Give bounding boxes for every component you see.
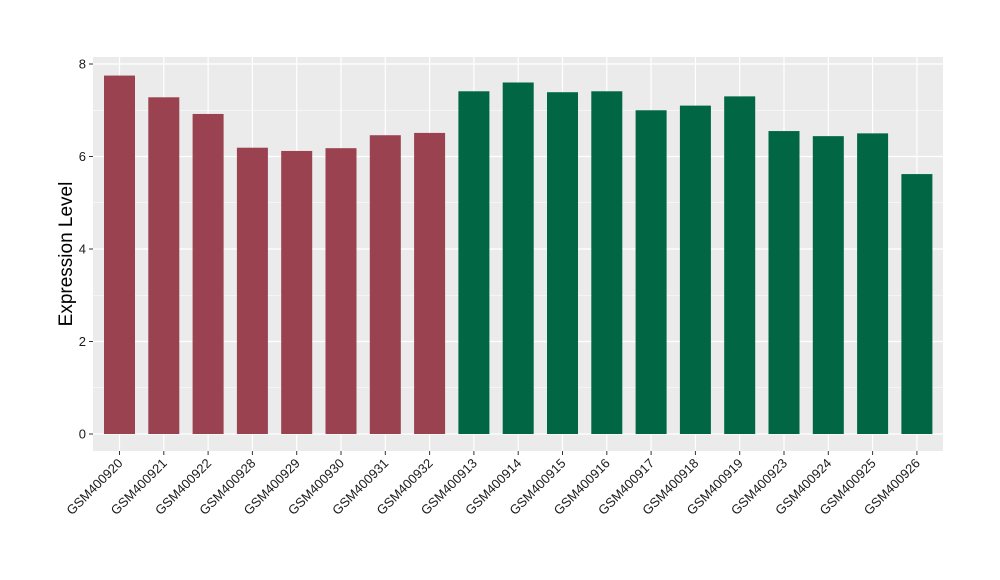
x-axis: GSM400920GSM400921GSM400922GSM400928GSM4… [63, 451, 923, 518]
y-tick-label: 8 [79, 57, 86, 72]
bar-GSM400928 [236, 147, 268, 434]
bar-GSM400919 [724, 96, 756, 434]
bar-GSM400921 [148, 97, 180, 435]
bar-GSM400925 [857, 133, 889, 434]
bar-GSM400915 [547, 92, 578, 435]
bar-GSM400922 [192, 113, 224, 434]
bar-GSM400913 [458, 91, 490, 434]
bar-GSM400930 [325, 148, 357, 435]
y-axis-title: Expression Level [56, 182, 77, 327]
bar-GSM400931 [369, 135, 401, 434]
y-tick-label: 6 [79, 149, 86, 164]
bar-GSM400920 [104, 75, 135, 434]
bar-GSM400914 [502, 82, 534, 434]
bars [104, 75, 933, 435]
bar-GSM400926 [901, 174, 933, 434]
y-tick-label: 4 [79, 242, 86, 257]
y-tick-label: 0 [79, 427, 86, 442]
bar-GSM400924 [812, 136, 844, 434]
bar-GSM400917 [635, 110, 667, 434]
bar-GSM400918 [679, 105, 711, 434]
y-axis: 0 2 4 6 8 [79, 57, 93, 442]
y-tick-label: 2 [79, 334, 86, 349]
bar-GSM400916 [591, 91, 623, 434]
bar-GSM400932 [414, 132, 446, 434]
bar-GSM400929 [281, 150, 313, 434]
bar-GSM400923 [768, 131, 800, 434]
